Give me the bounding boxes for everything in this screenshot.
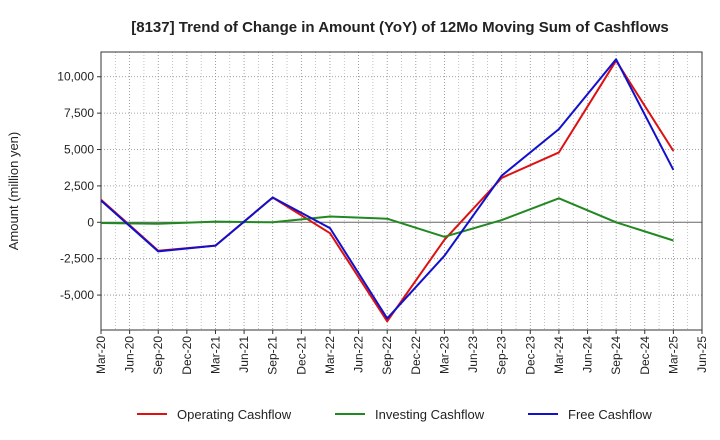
chart-title: [8137] Trend of Change in Amount (YoY) o…	[131, 19, 669, 36]
x-tick-label: Sep-23	[495, 336, 509, 375]
series-line-investing-cashflow	[100, 197, 674, 242]
legend-label-free-cashflow: Free Cashflow	[568, 407, 652, 422]
x-tick-label: Sep-24	[609, 336, 623, 375]
y-tick-label: -2,500	[60, 252, 94, 266]
x-tick-label: Jun-20	[123, 336, 137, 373]
x-axis-ticks: Mar-20 Jun-20 Sep-20 Dec-20 Mar-21 Jun-21 Sep-…	[94, 330, 709, 375]
legend: Operating Cashflow Investing Cashflow Free…	[137, 407, 652, 422]
x-tick-label: Dec-23	[523, 336, 537, 375]
x-tick-label: Sep-20	[151, 336, 165, 375]
y-axis-label: Amount (million yen)	[6, 132, 21, 251]
x-tick-label: Mar-22	[323, 336, 337, 374]
y-tick-label: 7,500	[64, 106, 94, 120]
x-tick-label: Jun-25	[695, 336, 709, 373]
x-tick-label: Mar-24	[552, 336, 566, 374]
x-tick-label: Dec-24	[638, 336, 652, 375]
series-layer	[100, 58, 675, 323]
x-tick-label: Dec-21	[294, 336, 308, 375]
x-tick-label: Mar-20	[94, 336, 108, 374]
x-tick-label: Dec-20	[180, 336, 194, 375]
x-tick-label: Dec-22	[409, 336, 423, 375]
x-tick-label: Jun-21	[237, 336, 251, 373]
x-tick-label: Jun-22	[352, 336, 366, 373]
series-line-free-cashflow	[100, 58, 675, 320]
legend-label-operating-cashflow: Operating Cashflow	[177, 407, 292, 422]
legend-label-investing-cashflow: Investing Cashflow	[375, 407, 485, 422]
y-tick-label: -5,000	[60, 288, 94, 302]
x-tick-label: Jun-24	[581, 336, 595, 373]
x-tick-label: Sep-22	[380, 336, 394, 375]
x-tick-label: Sep-21	[266, 336, 280, 375]
y-tick-label: 5,000	[64, 143, 94, 157]
x-tick-label: Jun-23	[466, 336, 480, 373]
y-axis-ticks: -5,000 -2,500 0 2,500 5,000 7,500 10,000	[57, 70, 101, 302]
x-tick-label: Mar-23	[437, 336, 451, 374]
y-tick-label: 10,000	[57, 70, 94, 84]
grid	[101, 52, 702, 330]
x-tick-label: Mar-25	[666, 336, 680, 374]
y-tick-label: 0	[87, 215, 94, 229]
plot-frame	[100, 51, 703, 331]
x-tick-label: Mar-21	[208, 336, 222, 374]
y-tick-label: 2,500	[64, 179, 94, 193]
